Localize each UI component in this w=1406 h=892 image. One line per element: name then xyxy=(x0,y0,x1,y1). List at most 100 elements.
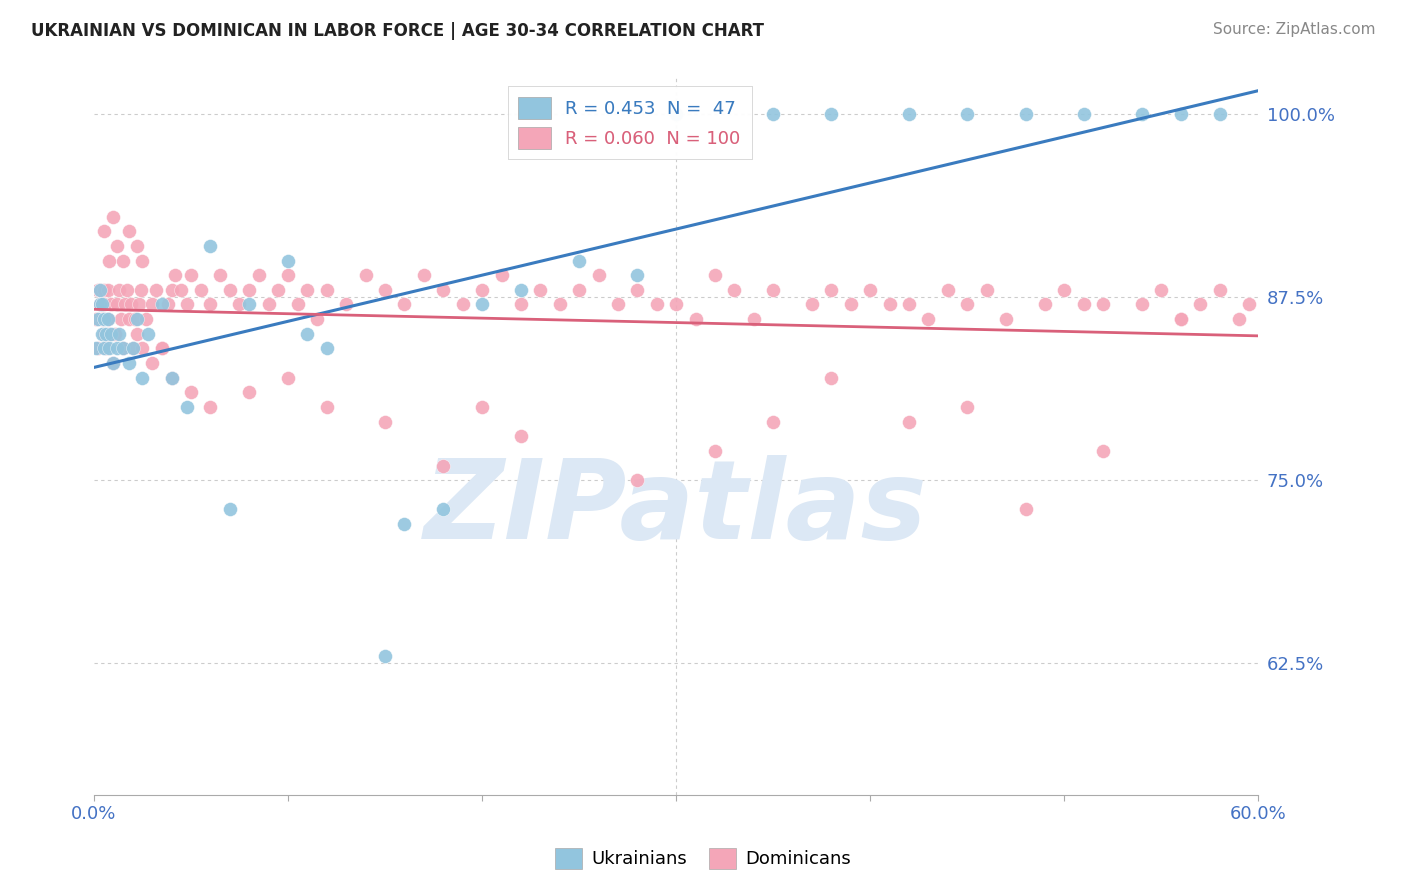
Point xyxy=(491,268,513,282)
Point xyxy=(105,297,128,311)
Point xyxy=(96,312,118,326)
Point xyxy=(104,326,127,341)
Point xyxy=(218,502,240,516)
Point xyxy=(218,283,240,297)
Point xyxy=(136,326,159,341)
Point xyxy=(820,107,842,121)
Point xyxy=(898,415,921,429)
Point xyxy=(238,283,260,297)
Point xyxy=(108,326,131,341)
Point xyxy=(89,297,111,311)
Point xyxy=(588,268,610,282)
Point xyxy=(200,239,222,253)
Point xyxy=(374,283,396,297)
Text: Source: ZipAtlas.com: Source: ZipAtlas.com xyxy=(1212,22,1375,37)
Point xyxy=(105,342,128,356)
Point xyxy=(93,283,115,297)
Point xyxy=(100,326,122,341)
Point xyxy=(626,268,648,282)
Point xyxy=(859,283,882,297)
Point xyxy=(315,400,337,414)
Point xyxy=(626,283,648,297)
Point xyxy=(432,502,454,516)
Point xyxy=(84,342,107,356)
Point xyxy=(118,224,141,238)
Point xyxy=(509,283,531,297)
Point xyxy=(1033,297,1056,311)
Point xyxy=(685,312,707,326)
Text: ZIPatlas: ZIPatlas xyxy=(425,455,928,562)
Point xyxy=(98,253,121,268)
Point xyxy=(307,312,329,326)
Point xyxy=(820,283,842,297)
Point xyxy=(238,297,260,311)
Point xyxy=(160,370,183,384)
Point xyxy=(87,342,110,356)
Point xyxy=(394,297,416,311)
Point xyxy=(839,297,862,311)
Point xyxy=(115,283,138,297)
Point xyxy=(112,342,135,356)
Point xyxy=(121,342,143,356)
Point xyxy=(297,326,319,341)
Point xyxy=(1130,107,1153,121)
Point xyxy=(114,297,136,311)
Point xyxy=(568,283,591,297)
Point xyxy=(277,253,299,268)
Point xyxy=(432,458,454,473)
Point xyxy=(315,342,337,356)
Point xyxy=(90,297,112,311)
Point xyxy=(995,312,1018,326)
Point xyxy=(98,342,121,356)
Point xyxy=(394,517,416,532)
Point xyxy=(135,312,157,326)
Point xyxy=(110,312,132,326)
Point xyxy=(529,283,551,297)
Point xyxy=(645,297,668,311)
Point xyxy=(976,283,998,297)
Point xyxy=(568,253,591,268)
Point xyxy=(762,107,785,121)
Point xyxy=(247,268,270,282)
Point xyxy=(315,283,337,297)
Point xyxy=(87,283,110,297)
Point xyxy=(165,268,187,282)
Point xyxy=(89,283,111,297)
Point xyxy=(94,342,117,356)
Point xyxy=(801,297,824,311)
Point xyxy=(120,297,142,311)
Point xyxy=(118,356,141,370)
Point xyxy=(1208,283,1230,297)
Point xyxy=(103,356,125,370)
Point xyxy=(96,312,118,326)
Point xyxy=(90,297,112,311)
Point xyxy=(374,648,396,663)
Point xyxy=(1014,502,1036,516)
Point xyxy=(277,268,299,282)
Point xyxy=(956,107,979,121)
Point xyxy=(257,297,280,311)
Point xyxy=(93,326,115,341)
Point xyxy=(1053,283,1076,297)
Point xyxy=(1189,297,1212,311)
Point xyxy=(131,370,153,384)
Point xyxy=(1073,297,1095,311)
Point xyxy=(267,283,290,297)
Point xyxy=(150,342,173,356)
Point xyxy=(93,312,115,326)
Point xyxy=(93,224,115,238)
Point xyxy=(131,253,153,268)
Point xyxy=(277,370,299,384)
Point xyxy=(1073,107,1095,121)
Point xyxy=(898,297,921,311)
Point xyxy=(471,297,494,311)
Point xyxy=(704,268,727,282)
Point xyxy=(917,312,939,326)
Point xyxy=(156,297,179,311)
Point xyxy=(238,385,260,400)
Point xyxy=(98,326,121,341)
Point xyxy=(112,342,135,356)
Point xyxy=(89,283,111,297)
Point xyxy=(374,415,396,429)
Point xyxy=(93,342,115,356)
